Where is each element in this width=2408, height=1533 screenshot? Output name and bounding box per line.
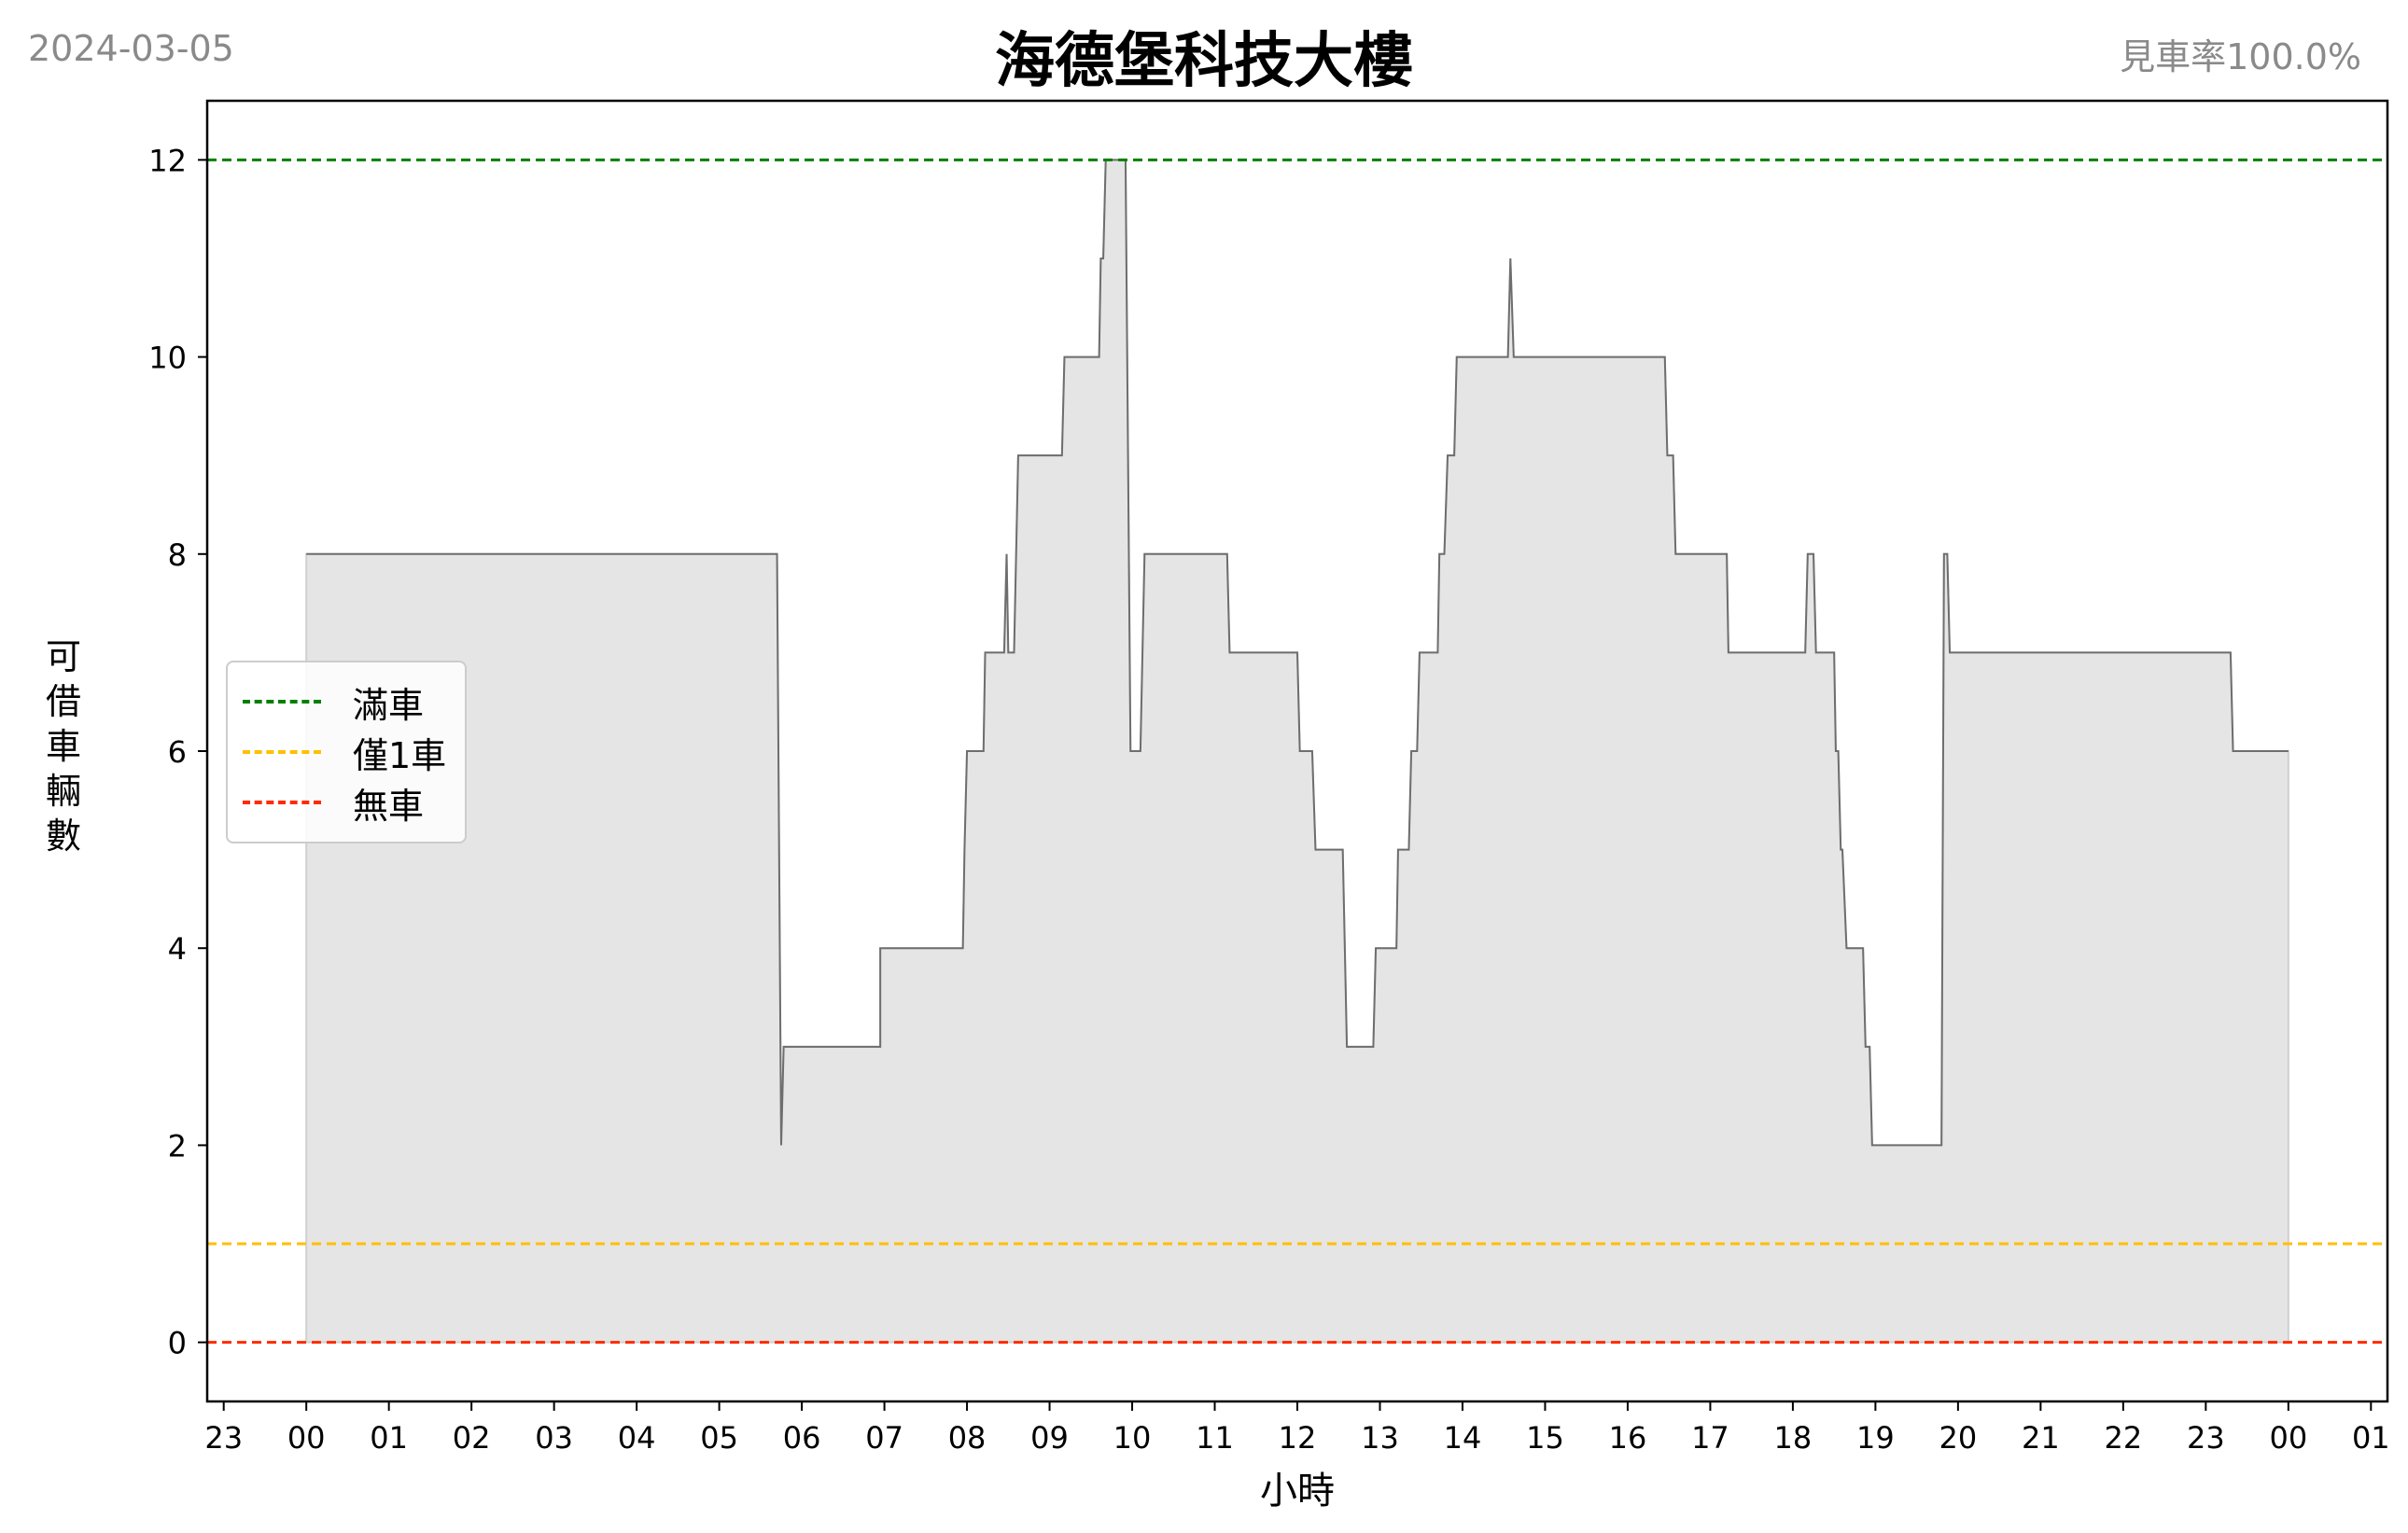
x-tick-label-25: 00 [2269, 1420, 2307, 1456]
chart-title: 海德堡科技大樓 [995, 27, 1413, 96]
series-area-0 [305, 159, 2289, 1344]
y-tick-label-5: 10 [148, 341, 187, 376]
y-tick-label-1: 2 [168, 1128, 187, 1164]
x-tick-label-19: 18 [1774, 1420, 1813, 1456]
x-tick-label-3: 02 [453, 1420, 491, 1456]
availability-ratio: 見車率100.0% [2120, 36, 2361, 77]
x-tick-label-14: 13 [1361, 1420, 1399, 1456]
x-tick-label-13: 12 [1279, 1420, 1317, 1456]
x-tick-label-12: 11 [1196, 1420, 1234, 1456]
y-tick-label-4: 8 [168, 537, 187, 573]
legend-swatch-empty [243, 801, 321, 804]
x-tick-label-26: 01 [2352, 1420, 2390, 1456]
legend-label-empty: 無車 [353, 785, 425, 827]
x-tick-label-8: 07 [865, 1420, 903, 1456]
x-tick-label-24: 23 [2187, 1420, 2225, 1456]
y-tick-label-2: 4 [168, 931, 187, 967]
x-tick-label-1: 00 [287, 1420, 326, 1456]
legend-label-full: 滿車 [353, 684, 425, 726]
x-tick-label-20: 19 [1856, 1420, 1895, 1456]
x-tick-label-5: 04 [618, 1420, 656, 1456]
legend-label-one: 僅1車 [353, 734, 447, 776]
x-tick-label-21: 20 [1939, 1420, 1978, 1456]
legend-item-full: 滿車 [243, 676, 424, 728]
legend-item-empty: 無車 [243, 776, 424, 829]
x-tick-label-16: 15 [1526, 1420, 1564, 1456]
x-tick-label-17: 16 [1609, 1420, 1647, 1456]
legend-item-one: 僅1車 [243, 726, 446, 778]
y-tick-label-6: 12 [148, 143, 187, 178]
x-tick-label-4: 03 [535, 1420, 573, 1456]
y-axis-label: 可借車輛數 [45, 636, 81, 857]
x-tick-label-18: 17 [1691, 1420, 1729, 1456]
x-tick-label-23: 22 [2104, 1420, 2142, 1456]
legend: 滿車 僅1車 無車 [226, 661, 467, 843]
x-tick-label-11: 10 [1113, 1420, 1152, 1456]
y-tick-label-3: 6 [168, 734, 187, 770]
legend-swatch-one [243, 750, 321, 754]
x-tick-label-9: 08 [948, 1420, 987, 1456]
date-label: 2024-03-05 [28, 28, 234, 69]
x-tick-label-0: 23 [204, 1420, 243, 1456]
legend-swatch-full [243, 700, 321, 704]
x-tick-label-15: 14 [1444, 1420, 1482, 1456]
x-tick-label-10: 09 [1030, 1420, 1069, 1456]
y-tick-label-0: 0 [168, 1326, 187, 1361]
x-tick-label-22: 21 [2022, 1420, 2060, 1456]
series-line-0 [306, 159, 2289, 1147]
x-tick-label-7: 06 [783, 1420, 821, 1456]
x-axis-label: 小時 [1260, 1470, 1335, 1512]
x-tick-label-6: 05 [700, 1420, 738, 1456]
x-tick-label-2: 01 [370, 1420, 408, 1456]
